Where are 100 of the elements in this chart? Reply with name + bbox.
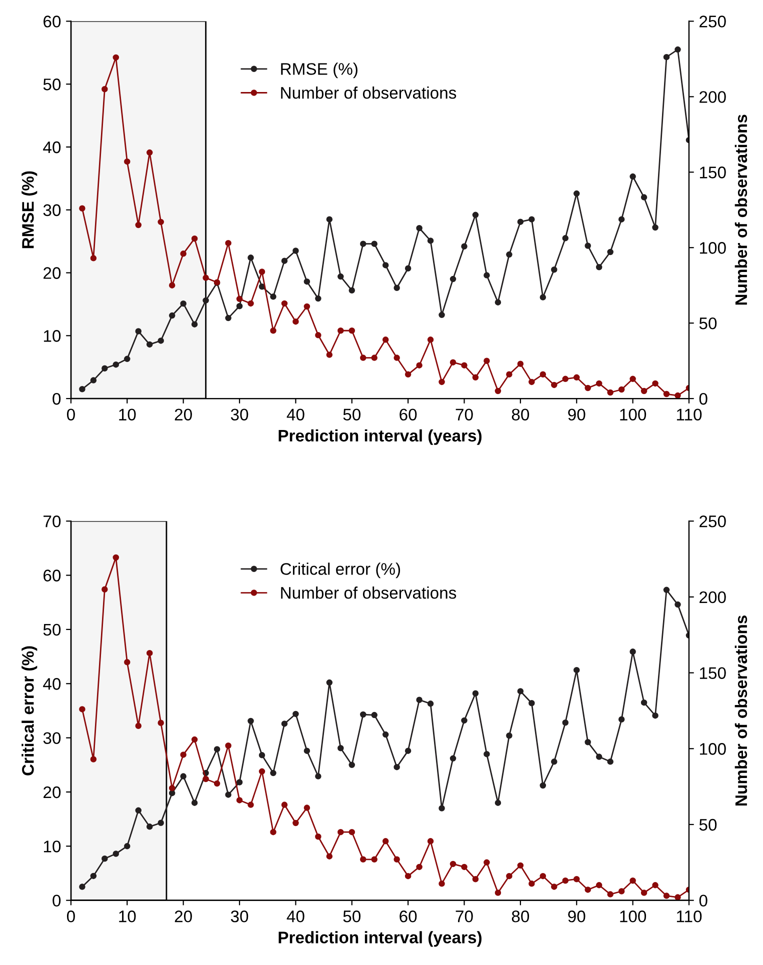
point <box>168 282 176 288</box>
point <box>292 710 299 718</box>
point <box>562 878 569 884</box>
point <box>79 205 86 212</box>
y-tick-label: 30 <box>43 732 61 744</box>
point <box>248 254 254 261</box>
x-tick-label: 30 <box>230 408 248 421</box>
point <box>112 850 120 857</box>
point <box>281 300 288 307</box>
point <box>630 173 636 180</box>
point <box>270 828 276 836</box>
point <box>438 805 445 812</box>
point <box>225 742 232 749</box>
point <box>112 554 120 561</box>
x-tick-label: 80 <box>512 910 530 922</box>
point <box>674 894 681 900</box>
x-axis-title: Prediction interval (years) <box>278 931 482 947</box>
point <box>607 891 614 898</box>
point <box>248 718 254 724</box>
point <box>191 736 198 743</box>
y-axis-title: RMSE (%) <box>22 171 38 248</box>
point <box>540 872 546 880</box>
y-tick-label: 60 <box>44 570 61 582</box>
point <box>652 224 658 231</box>
point <box>540 782 546 789</box>
point <box>394 284 400 291</box>
point <box>640 890 648 896</box>
point <box>438 312 445 318</box>
point <box>236 296 243 302</box>
x-tick-label: 20 <box>174 910 192 922</box>
x-tick-label: 110 <box>676 910 702 922</box>
y-tick-label: 40 <box>43 141 61 154</box>
point <box>135 328 142 334</box>
point <box>640 699 648 706</box>
point <box>630 376 636 382</box>
x-tick-label: 10 <box>119 408 136 421</box>
point <box>506 732 512 739</box>
y2-tick-label: 100 <box>700 743 726 755</box>
point <box>326 352 333 358</box>
point <box>382 838 389 844</box>
point <box>248 300 254 307</box>
y2-tick-label: 150 <box>700 667 726 679</box>
x-tick-label: 70 <box>456 910 473 922</box>
point <box>528 216 535 222</box>
point <box>90 255 97 262</box>
point <box>371 240 378 247</box>
point <box>540 371 546 378</box>
point <box>191 235 198 242</box>
point <box>304 278 310 285</box>
point <box>416 864 422 870</box>
point <box>427 700 434 707</box>
y2-tick-label: 200 <box>700 91 726 103</box>
point <box>360 240 366 247</box>
point <box>494 299 502 306</box>
x-tick-label: 0 <box>66 910 75 922</box>
point <box>281 802 288 808</box>
point <box>158 338 164 344</box>
point <box>225 240 232 246</box>
x-axis-title: Prediction interval (years) <box>278 429 482 445</box>
point <box>652 712 658 719</box>
point <box>338 273 344 280</box>
point <box>348 828 356 836</box>
x-tick-label: 80 <box>512 408 530 421</box>
point <box>338 828 344 836</box>
point <box>618 216 625 222</box>
point <box>484 859 490 866</box>
point <box>338 744 344 752</box>
point <box>461 864 468 870</box>
point <box>528 880 535 887</box>
y2-tick-label: 100 <box>700 242 726 254</box>
point <box>348 762 356 768</box>
y-tick-label: 10 <box>44 330 61 342</box>
point <box>450 276 456 282</box>
point <box>427 238 434 244</box>
point <box>371 712 378 718</box>
point <box>258 268 266 275</box>
y2-tick-label: 200 <box>700 591 726 604</box>
point <box>236 779 243 786</box>
point <box>112 54 120 61</box>
legend-label: Number of observations <box>281 86 456 99</box>
point <box>124 158 130 165</box>
point <box>158 218 164 226</box>
point <box>506 251 512 258</box>
point <box>214 780 220 787</box>
point <box>630 878 636 884</box>
x-tick-label: 30 <box>230 910 248 922</box>
point <box>90 756 97 762</box>
point <box>270 770 276 776</box>
point <box>652 882 658 888</box>
point <box>461 362 468 368</box>
x-tick-label: 70 <box>456 408 473 421</box>
point <box>618 716 625 723</box>
point <box>607 389 614 396</box>
point <box>281 258 288 264</box>
point <box>652 380 658 387</box>
point <box>562 720 569 726</box>
x-tick-label: 110 <box>676 408 702 421</box>
point <box>168 790 176 796</box>
point <box>146 149 153 156</box>
point <box>146 824 153 830</box>
